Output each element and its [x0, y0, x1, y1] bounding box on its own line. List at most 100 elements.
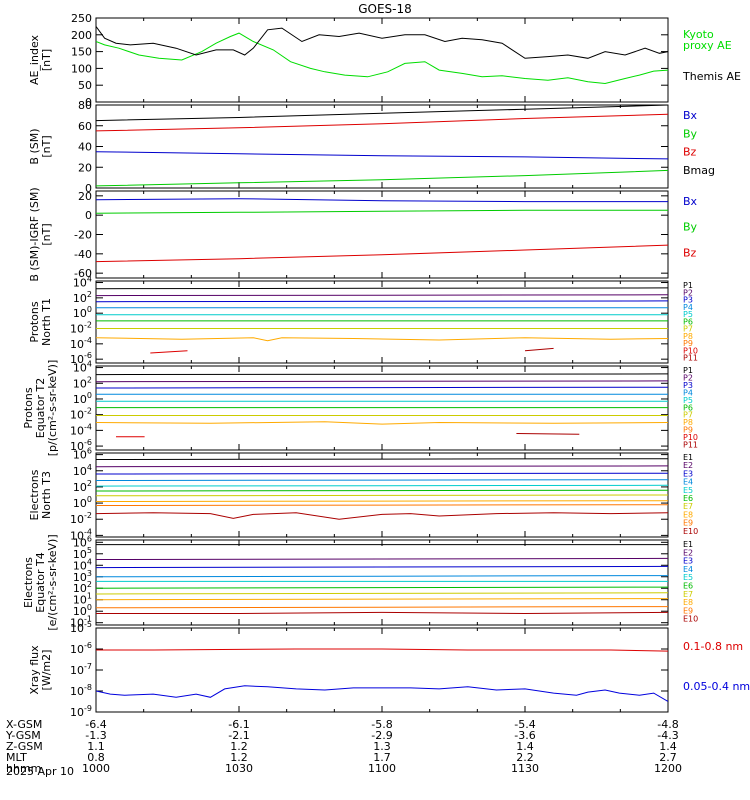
ephemeris-value: -4.8 — [657, 718, 678, 731]
series-line-e3 — [96, 472, 668, 475]
series-line-bx — [96, 198, 668, 203]
y-tick-label: 0 — [85, 96, 92, 109]
series-line-p10 — [150, 350, 188, 354]
y-tick-label: 101 — [73, 592, 92, 607]
y-tick-label: 40 — [78, 141, 92, 154]
y-tick-label: 10-6 — [70, 438, 92, 453]
legend-label: By — [683, 221, 698, 234]
series-line-e6 — [96, 586, 668, 589]
legend-label: P10 — [683, 433, 698, 442]
y-tick-label: 10-2 — [70, 407, 92, 422]
panel-3: -60 -40 -20 0 20 B (SM)-IGRF (SM) [nT] Bx By Bz — [28, 187, 698, 281]
y-tick-label: 104 — [73, 463, 92, 478]
ephemeris-value: -1.3 — [85, 729, 106, 742]
series-group — [96, 26, 668, 85]
legend-label: E4 — [683, 565, 693, 574]
y-axis-label: Protons — [22, 387, 35, 428]
legend-label: E9 — [683, 519, 693, 528]
ephemeris-value: -2.1 — [228, 729, 249, 742]
ephemeris-value: 1100 — [368, 762, 396, 775]
legend-label: P5 — [683, 396, 693, 405]
legend-label: Themis AE — [682, 70, 741, 83]
legend-label: proxy AE — [683, 39, 732, 52]
series-line-kyoto-proxy-ae — [96, 32, 668, 85]
legend-label: E6 — [683, 494, 693, 503]
figure-title: GOES-18 — [358, 2, 412, 16]
series-line-e1 — [96, 458, 668, 460]
series-line-e2 — [96, 465, 668, 468]
series-line-p1 — [96, 287, 668, 290]
legend-label: P11 — [683, 354, 698, 363]
legend-label: P2 — [683, 288, 693, 297]
y-tick-label: 10-1 — [70, 615, 92, 630]
y-tick-label: 10-4 — [70, 422, 92, 437]
y-tick-label: 0 — [85, 182, 92, 195]
ephemeris-row-label: X-GSM — [6, 718, 42, 731]
series-group — [96, 373, 668, 438]
series-line-by — [96, 169, 668, 187]
y-tick-label: 105 — [73, 546, 92, 561]
series-line-p1 — [96, 373, 668, 376]
legend-label: By — [683, 127, 698, 140]
legend-label: Bmag — [683, 164, 715, 177]
ephemeris-value: -2.9 — [371, 729, 392, 742]
ephemeris-value: -6.1 — [228, 718, 249, 731]
y-tick-label: 80 — [78, 99, 92, 112]
series-line-e10 — [96, 512, 668, 520]
series-line-e8 — [96, 598, 668, 601]
legend-label: P10 — [683, 346, 698, 355]
legend-label: E1 — [683, 453, 693, 462]
y-axis-label: [p/(cm²-s-sr-keV)] — [46, 360, 59, 457]
ephemeris-value: 2.7 — [659, 751, 677, 764]
legend-label: E8 — [683, 510, 693, 519]
y-tick-label: 50 — [78, 79, 92, 92]
y-axis-label: [nT] — [40, 223, 53, 245]
y-tick-label: 10-2 — [70, 321, 92, 336]
y-tick-label: 10-9 — [70, 704, 92, 719]
series-line-p8 — [96, 421, 668, 425]
ephemeris-row-label: hhmm — [6, 762, 41, 775]
series-group — [96, 544, 668, 615]
legend-label: Bz — [683, 246, 697, 259]
ephemeris-value: 1.7 — [373, 751, 391, 764]
ephemeris-value: -3.6 — [514, 729, 535, 742]
ephemeris-value: 1030 — [225, 762, 253, 775]
y-tick-label: 103 — [73, 569, 92, 584]
series-line-0-1-0-8-nm — [96, 648, 668, 652]
legend-label: P4 — [683, 388, 693, 397]
y-axis-label: Protons — [28, 301, 41, 342]
series-line-bz — [96, 244, 668, 263]
ephemeris-value: 1200 — [654, 762, 682, 775]
y-tick-label: 100 — [71, 62, 92, 75]
y-axis-label: [nT] — [40, 49, 53, 71]
legend-label: P3 — [683, 296, 693, 305]
legend-label: E7 — [683, 502, 693, 511]
series-line-e6 — [96, 489, 668, 492]
y-axis-label: [W/m2] — [40, 650, 53, 691]
y-tick-label: 104 — [73, 557, 92, 572]
legend-label: E10 — [683, 527, 698, 536]
series-line-e4 — [96, 575, 668, 578]
panel-frame — [95, 190, 669, 279]
legend-label: E10 — [683, 615, 698, 624]
y-tick-label: 200 — [71, 29, 92, 42]
ephemeris-value: 2.2 — [516, 751, 534, 764]
ephemeris-value: 0.8 — [87, 751, 105, 764]
legend-label: P4 — [683, 303, 693, 312]
legend-label: E5 — [683, 486, 693, 495]
y-axis-label: Equator T2 — [34, 378, 47, 438]
y-tick-label: 10-8 — [70, 683, 92, 698]
series-line-e10 — [96, 611, 668, 615]
series-line-p11 — [516, 433, 580, 435]
y-tick-label: 102 — [73, 580, 92, 595]
series-line-e7 — [96, 592, 668, 595]
ephemeris-value: 1.2 — [230, 751, 248, 764]
legend-label: 0.1-0.8 nm — [683, 640, 743, 653]
